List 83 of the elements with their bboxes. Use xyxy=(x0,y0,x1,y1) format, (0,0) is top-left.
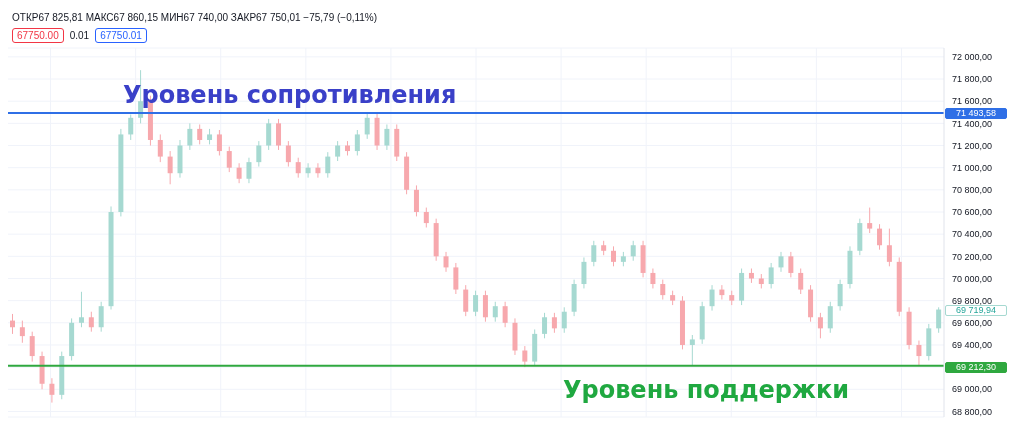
candlestick xyxy=(29,331,35,363)
candlestick xyxy=(256,140,262,168)
candlestick xyxy=(542,312,548,339)
candlestick xyxy=(49,377,55,404)
candlestick xyxy=(325,151,331,179)
candlestick xyxy=(551,312,557,334)
candlestick xyxy=(581,256,587,289)
candlestick xyxy=(88,311,94,333)
candlestick xyxy=(709,284,715,312)
candlestick xyxy=(788,251,794,278)
y-tick-label: 69 000,00 xyxy=(952,384,993,395)
y-tick-label: 70 200,00 xyxy=(952,251,993,262)
candlestick xyxy=(364,112,370,140)
candlestick xyxy=(936,306,942,334)
y-tick-label: 70 400,00 xyxy=(952,229,993,240)
candlestick xyxy=(867,207,873,234)
candlestick xyxy=(916,340,922,367)
y-tick-label: 69 600,00 xyxy=(952,318,993,329)
candlestick xyxy=(413,184,419,217)
candlestick xyxy=(10,313,15,335)
text: 71 493,58 xyxy=(945,108,1007,120)
text: 69 719,94 xyxy=(945,305,1007,317)
candlestick xyxy=(423,207,429,229)
candlestick xyxy=(798,268,804,295)
candlestick xyxy=(19,320,25,344)
candlestick xyxy=(877,223,883,251)
candlestick xyxy=(354,129,360,156)
candlestick xyxy=(591,240,597,267)
candlestick xyxy=(630,240,636,262)
y-tick-label: 71 600,00 xyxy=(952,96,993,107)
candlestick xyxy=(492,301,498,323)
candlestick xyxy=(660,279,666,301)
text: 67750.01 xyxy=(95,28,147,43)
candlestick xyxy=(768,262,774,289)
candlestick xyxy=(473,290,479,317)
text: 67750.00 xyxy=(12,28,64,43)
y-tick-label: 71 200,00 xyxy=(952,140,993,151)
candlestick xyxy=(128,113,134,141)
candlestick xyxy=(167,150,173,185)
candlestick xyxy=(246,157,252,184)
candlestick xyxy=(98,301,104,333)
candlestick xyxy=(295,157,301,179)
candlestick xyxy=(226,146,232,173)
candlestick xyxy=(216,129,222,156)
candlestick xyxy=(157,133,163,163)
y-tick-label: 68 800,00 xyxy=(952,406,993,417)
y-tick-label: 71 800,00 xyxy=(952,74,993,85)
y-tick-label: 69 800,00 xyxy=(952,295,993,306)
text: 0.01 xyxy=(69,30,90,41)
y-tick-label: 69 400,00 xyxy=(952,340,993,351)
candlestick xyxy=(187,122,193,151)
candlestick xyxy=(827,301,833,334)
ref-line-label: Уровень поддержки xyxy=(563,375,850,404)
candlestick xyxy=(837,279,843,312)
candlestick xyxy=(443,251,449,273)
candlestick xyxy=(78,291,84,328)
candlestick xyxy=(502,301,508,328)
candlestick xyxy=(650,268,656,289)
candlestick xyxy=(561,306,567,334)
candlestick xyxy=(266,118,272,151)
y-tick-label: 71 400,00 xyxy=(952,118,993,129)
text: ОТКР67 825,81 МАКС67 860,15 МИН67 740,00 ЗАКР67 750,01 −75,79 (−0,11%) xyxy=(12,11,378,23)
candlestick xyxy=(197,123,203,145)
ref-line-label: Уровень сопротивления xyxy=(123,80,457,109)
y-tick-label: 70 000,00 xyxy=(952,273,993,284)
y-tick-label: 72 000,00 xyxy=(952,52,993,63)
candlestick xyxy=(453,262,459,295)
candlestick xyxy=(611,245,617,267)
y-tick-label: 70 600,00 xyxy=(952,207,993,218)
y-tick-label: 70 800,00 xyxy=(952,185,993,196)
candlestick xyxy=(335,140,341,162)
candlestick xyxy=(482,290,488,323)
candlestick xyxy=(778,251,784,273)
candlestick xyxy=(463,284,469,317)
candlestick xyxy=(817,312,823,339)
text: 69 212,30 xyxy=(945,361,1007,373)
candlestick xyxy=(285,140,291,168)
y-tick-label: 71 000,00 xyxy=(952,162,993,173)
candlestick xyxy=(276,118,282,151)
candlestick xyxy=(689,334,695,367)
candlestick xyxy=(236,162,242,184)
candlestick xyxy=(886,228,892,267)
candlestick xyxy=(384,123,390,151)
